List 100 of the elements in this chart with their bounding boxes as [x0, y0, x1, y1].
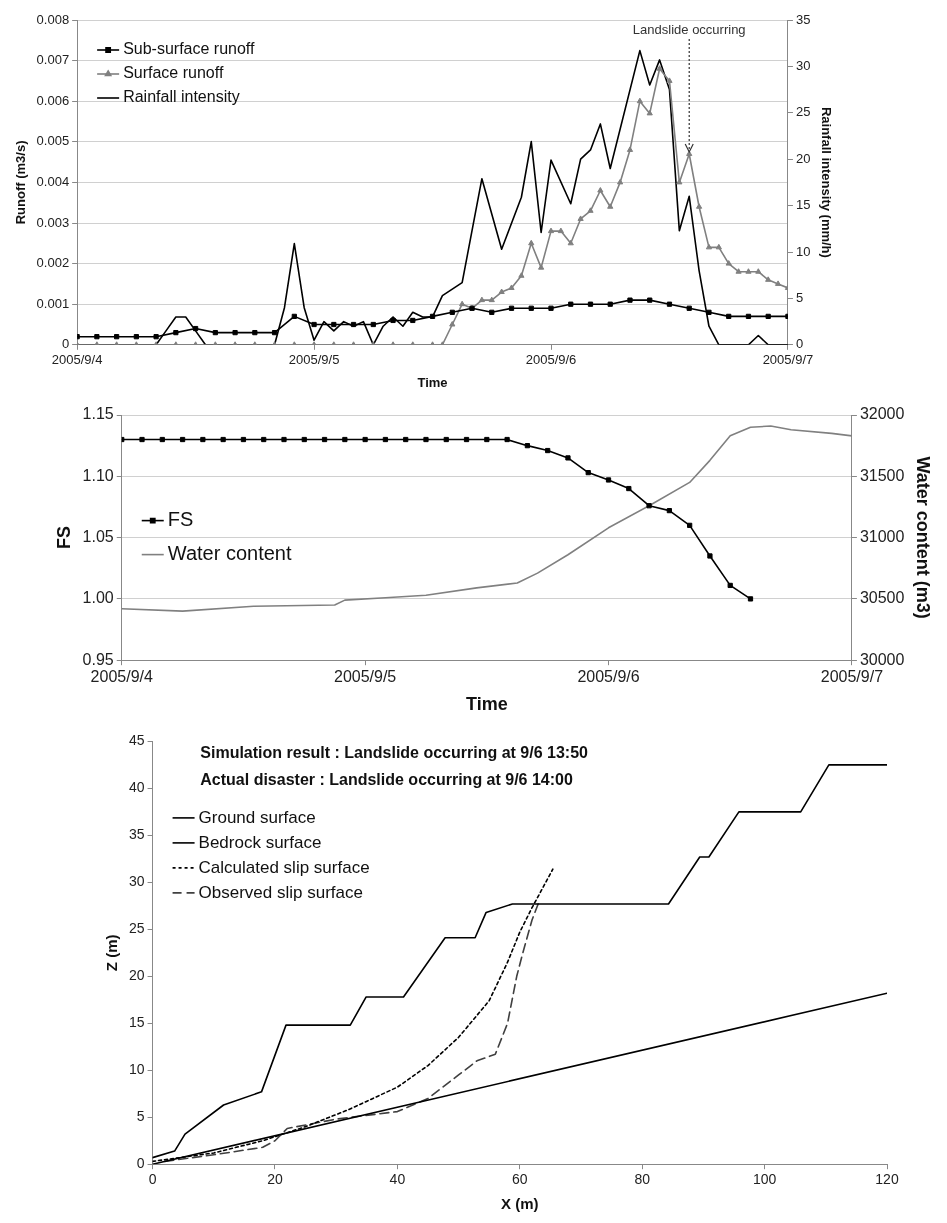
y2-axis-title: Rainfall intensity (mm/h)	[818, 106, 834, 258]
y-tick-label: 0	[136, 1155, 145, 1172]
point	[765, 276, 772, 282]
point	[656, 65, 663, 71]
point	[311, 321, 317, 328]
point	[557, 227, 564, 234]
y2-tick-label: 15	[795, 197, 811, 213]
chart-title: Simulation result : Landslide occurring at 9/6 13:50	[200, 743, 589, 761]
y-axis-title: Runoff (m3/s)	[13, 140, 29, 225]
point	[587, 301, 594, 307]
point	[370, 321, 376, 328]
point	[159, 436, 165, 443]
y2-tick-label: 31500	[859, 466, 905, 484]
point	[403, 436, 409, 443]
y2-tick-label: 32000	[859, 405, 905, 423]
point	[423, 436, 429, 443]
x-axis-title: Time	[465, 694, 508, 715]
y-tick-label: 0.002	[36, 255, 70, 271]
legend-label: Sub-surface runoff	[123, 40, 256, 58]
point	[139, 436, 145, 443]
point	[528, 305, 534, 311]
point	[567, 239, 574, 246]
point	[747, 596, 754, 602]
point	[715, 243, 722, 250]
point	[585, 470, 591, 476]
y-tick-label: 0.95	[82, 650, 114, 668]
x-tick-label: 2005/9/6	[525, 352, 577, 368]
y-tick-label: 1.15	[82, 405, 114, 423]
point	[114, 334, 120, 340]
y-axis-title: FS	[53, 526, 74, 550]
point	[755, 268, 762, 274]
y-tick-label: 0.001	[36, 295, 70, 311]
point	[735, 268, 742, 274]
point	[350, 321, 357, 328]
point	[504, 436, 510, 443]
y-tick-label: 35	[128, 826, 145, 843]
y-tick-label: 0.003	[36, 214, 70, 230]
legend-label: Ground surface	[198, 807, 316, 827]
point	[547, 227, 555, 234]
y2-tick-label: 0	[795, 336, 804, 352]
y-tick-label: 0.005	[36, 133, 70, 149]
point	[484, 436, 490, 443]
x-tick-label: 40	[389, 1171, 406, 1188]
point	[765, 313, 771, 319]
point	[382, 436, 389, 443]
point	[565, 455, 571, 461]
point	[676, 178, 683, 185]
point	[281, 436, 287, 443]
point	[220, 436, 226, 443]
y2-tick-label: 25	[795, 104, 811, 120]
point	[686, 150, 693, 156]
y2-tick-label: 10	[795, 243, 811, 259]
point	[463, 436, 470, 443]
point	[605, 477, 612, 483]
point	[232, 330, 238, 336]
point	[212, 330, 218, 336]
point	[173, 330, 179, 336]
point	[153, 334, 159, 340]
y-tick-label: 30	[128, 873, 145, 890]
x-tick-label: 2005/9/6	[577, 668, 640, 686]
y-tick-label: 5	[136, 1108, 145, 1125]
legend-label: Calculated slip surface	[198, 857, 370, 877]
point	[705, 243, 713, 250]
point	[626, 146, 634, 152]
point	[607, 203, 614, 209]
point	[587, 207, 594, 213]
legend-label: Surface runoff	[123, 64, 224, 82]
y-tick-label: 40	[128, 779, 145, 796]
point	[627, 297, 633, 303]
point	[179, 436, 186, 443]
x-axis-title: X (m)	[501, 1195, 539, 1213]
point	[524, 443, 531, 449]
point	[686, 305, 692, 311]
y2-axis-title: Water content (m3)	[913, 456, 934, 619]
y2-tick-label: 20	[795, 150, 811, 166]
point	[133, 334, 139, 340]
point	[291, 313, 297, 319]
point	[518, 272, 525, 278]
point	[331, 321, 337, 328]
point	[508, 284, 515, 290]
legend-label: Bedrock surface	[198, 832, 322, 852]
y-tick-label: 45	[128, 732, 145, 749]
point	[528, 239, 535, 246]
point	[301, 436, 307, 443]
point	[646, 109, 653, 116]
point	[538, 264, 545, 270]
y-axis-title: Z (m)	[103, 934, 121, 972]
x-tick-label: 2005/9/5	[333, 668, 397, 686]
y-tick-label: 0.004	[36, 173, 70, 189]
point	[429, 313, 436, 319]
point	[261, 436, 267, 443]
x-tick-label: 2005/9/4	[51, 352, 103, 368]
point	[443, 436, 449, 443]
point	[271, 330, 278, 336]
point	[508, 305, 515, 311]
y-tick-label: 1.00	[82, 589, 114, 607]
y2-tick-label: 31000	[859, 528, 905, 546]
x-tick-label: 120	[875, 1171, 899, 1188]
y2-tick-label: 5	[795, 289, 804, 305]
point	[449, 321, 456, 327]
